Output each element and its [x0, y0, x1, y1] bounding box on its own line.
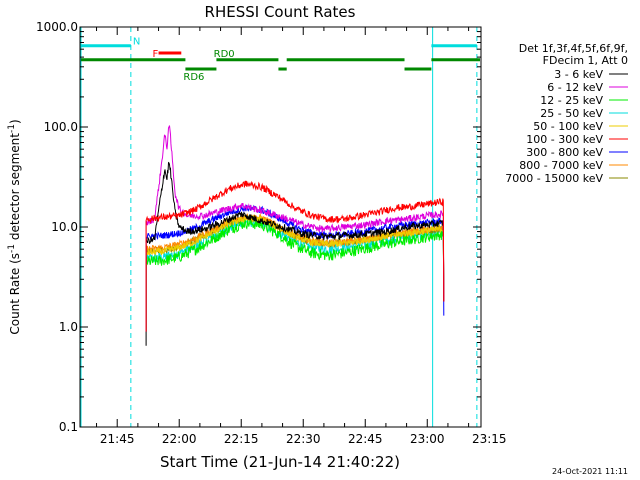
x-tick-label-1: 22:00 — [162, 432, 197, 446]
legend-label-7: 800 - 7000 keV — [519, 159, 603, 172]
series-line-6 — [145, 204, 445, 332]
x-tick-label-5: 23:00 — [410, 432, 445, 446]
x-tick-label-6: 23:15 — [472, 432, 507, 446]
x-tick-label-4: 22:45 — [348, 432, 383, 446]
legend-label-6: 300 - 800 keV — [526, 146, 603, 159]
annotation-label-2: RD0 — [214, 49, 235, 60]
legend: Det 1f,3f,4f,5f,6f,9f, FDecim 1, Att 0 3… — [505, 42, 628, 185]
series-line-2 — [145, 218, 445, 332]
legend-label-1: 6 - 12 keV — [547, 81, 603, 94]
annotation-label-0: N — [133, 37, 140, 48]
legend-label-3: 25 - 50 keV — [540, 107, 603, 120]
y-axis-label: Count Rate (s-1 detector segment-1) — [7, 119, 22, 334]
legend-label-0: 3 - 6 keV — [554, 68, 603, 81]
x-tick-label-2: 22:15 — [224, 432, 259, 446]
legend-label-4: 50 - 100 keV — [533, 120, 603, 133]
y-tick-label-4: 1000.0 — [36, 20, 78, 34]
annotation-label-1: F — [153, 49, 159, 60]
series-line-1 — [145, 125, 445, 332]
legend-header-line-1: Det 1f,3f,4f,5f,6f,9f, — [519, 42, 628, 55]
x-tick-label-0: 21:45 — [100, 432, 135, 446]
y-tick-label-0: 0.1 — [59, 420, 78, 434]
y-tick-label-2: 10.0 — [51, 220, 78, 234]
x-tick-label-3: 22:30 — [286, 432, 321, 446]
chart-title: RHESSI Count Rates — [205, 3, 356, 21]
axes: 21:45 22:00 22:15 22:30 22:45 23:00 23:15 0.1 1.… — [36, 20, 507, 446]
legend-label-8: 7000 - 15000 keV — [505, 172, 603, 185]
series-line-4 — [145, 214, 445, 332]
plot-area: N F RD0 RD6 — [80, 27, 480, 427]
x-axis-label: Start Time (21-Jun-14 21:40:22) — [160, 453, 400, 471]
legend-label-5: 100 - 300 keV — [526, 133, 603, 146]
series-line-5 — [145, 180, 445, 332]
footer-date: 24-Oct-2021 11:11 — [552, 467, 628, 476]
legend-label-2: 12 - 25 keV — [540, 94, 603, 107]
legend-header-line-2: FDecim 1, Att 0 — [543, 54, 628, 67]
annotation-label-3: RD6 — [183, 72, 204, 83]
y-tick-label-1: 1.0 — [59, 320, 78, 334]
series-line-0 — [145, 161, 445, 346]
y-tick-label-3: 100.0 — [44, 120, 78, 134]
